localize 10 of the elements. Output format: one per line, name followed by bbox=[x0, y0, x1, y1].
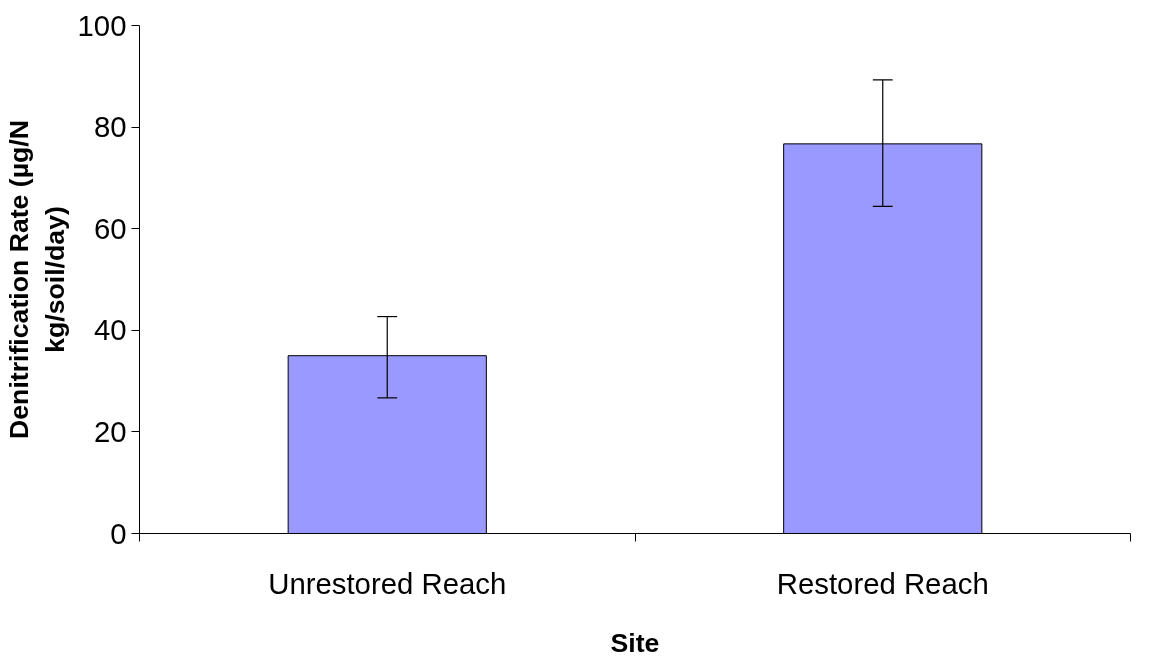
y-tick-label: 40 bbox=[93, 313, 127, 347]
x-tick-label: Restored Reach bbox=[776, 566, 989, 600]
y-tick-label: 80 bbox=[93, 110, 127, 144]
x-tick-label: Unrestored Reach bbox=[268, 566, 507, 600]
y-axis-title: Denitrification Rate (µg/N kg/soil/day) bbox=[3, 120, 70, 439]
y-tick-label: 0 bbox=[110, 516, 127, 550]
y-tick-label: 20 bbox=[93, 414, 127, 448]
y-tick-label: 60 bbox=[93, 211, 127, 245]
x-axis-title: Site bbox=[610, 627, 660, 658]
y-tick-label: 100 bbox=[77, 8, 127, 42]
